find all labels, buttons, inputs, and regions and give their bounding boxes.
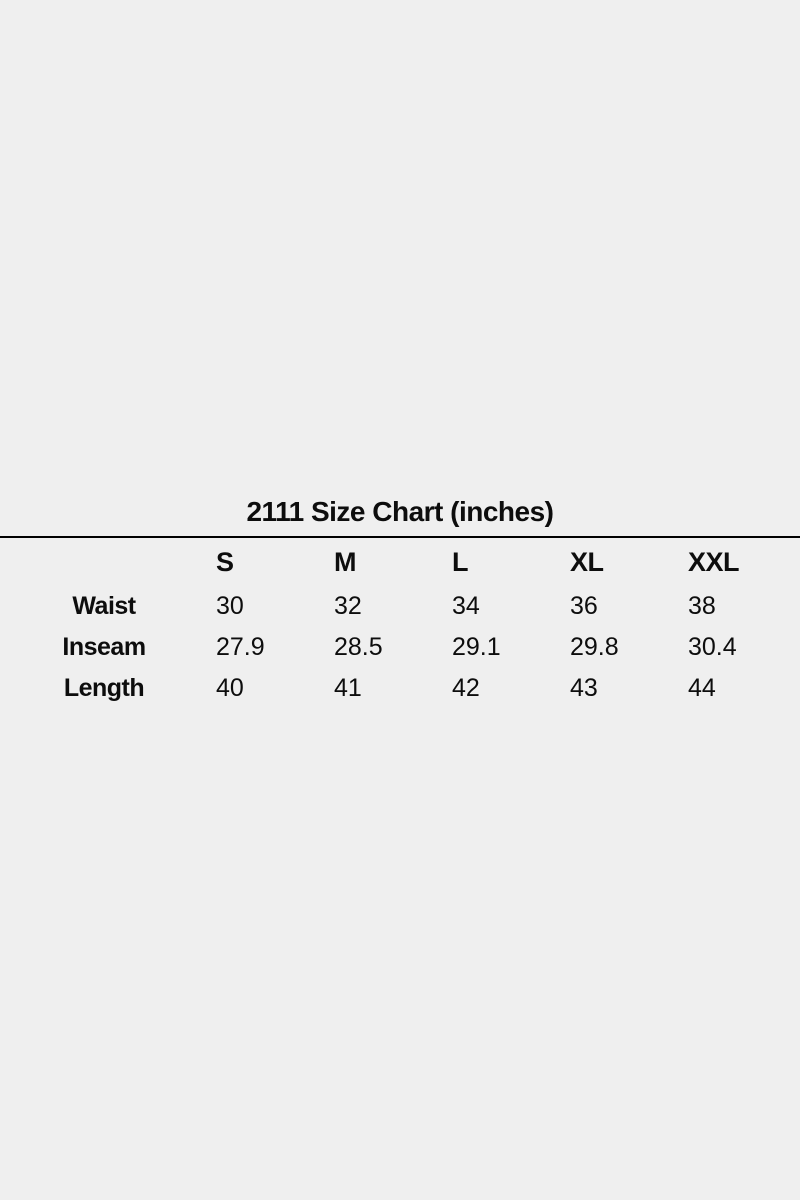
row-label-waist: Waist — [72, 592, 136, 620]
waist-value-xl: 36 — [570, 592, 598, 620]
size-chart: 2111 Size Chart (inches) S M L XL XXL Wa… — [0, 496, 800, 709]
table-corner-cell — [0, 538, 208, 586]
size-table: S M L XL XXL Waist 30 32 34 36 38 Inseam… — [0, 538, 798, 709]
title-divider-rule — [0, 536, 800, 538]
row-label-inseam: Inseam — [62, 633, 146, 661]
column-header-l: L — [452, 547, 469, 577]
column-header-m: M — [334, 547, 357, 577]
size-chart-title: 2111 Size Chart (inches) — [246, 496, 554, 527]
length-value-m: 41 — [334, 674, 362, 702]
length-value-l: 42 — [452, 674, 480, 702]
length-value-xxl: 44 — [688, 674, 716, 702]
waist-value-m: 32 — [334, 592, 362, 620]
waist-value-l: 34 — [452, 592, 480, 620]
inseam-value-xxl: 30.4 — [688, 633, 737, 661]
inseam-value-s: 27.9 — [216, 633, 265, 661]
column-header-s: S — [216, 547, 234, 577]
length-value-s: 40 — [216, 674, 244, 702]
inseam-value-m: 28.5 — [334, 633, 383, 661]
column-header-xl: XL — [570, 547, 604, 577]
waist-value-xxl: 38 — [688, 592, 716, 620]
length-value-xl: 43 — [570, 674, 598, 702]
row-label-length: Length — [63, 674, 145, 702]
inseam-value-l: 29.1 — [452, 633, 501, 661]
waist-value-s: 30 — [216, 592, 244, 620]
inseam-value-xl: 29.8 — [570, 633, 619, 661]
column-header-xxl: XXL — [688, 547, 740, 577]
